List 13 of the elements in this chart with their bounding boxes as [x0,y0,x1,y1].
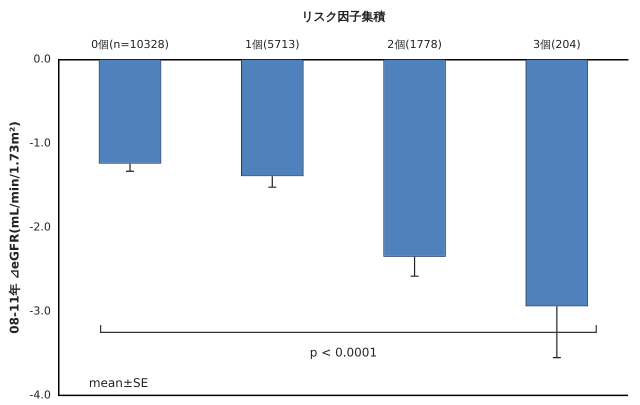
x-tick-label: 0個(n=10328) [91,38,169,51]
y-tick-label: -2.0 [29,220,51,234]
x-tick-label: 3個(204) [533,38,581,51]
x-tick-label: 2個(1778) [387,38,442,51]
y-tick-label: -1.0 [29,136,51,150]
y-axis-title: 08-11年 ⊿eGFR(mL/min/1.73m²) [7,121,22,334]
x-axis-title: リスク因子集積 [301,9,386,24]
x-tick-label: 1個(5713) [245,38,300,51]
y-tick-label: -4.0 [29,388,51,402]
y-tick-label: 0.0 [33,52,51,66]
annotation: p < 0.0001 [310,346,378,360]
annotation: mean±SE [88,376,148,390]
y-tick-label: -3.0 [29,304,51,318]
